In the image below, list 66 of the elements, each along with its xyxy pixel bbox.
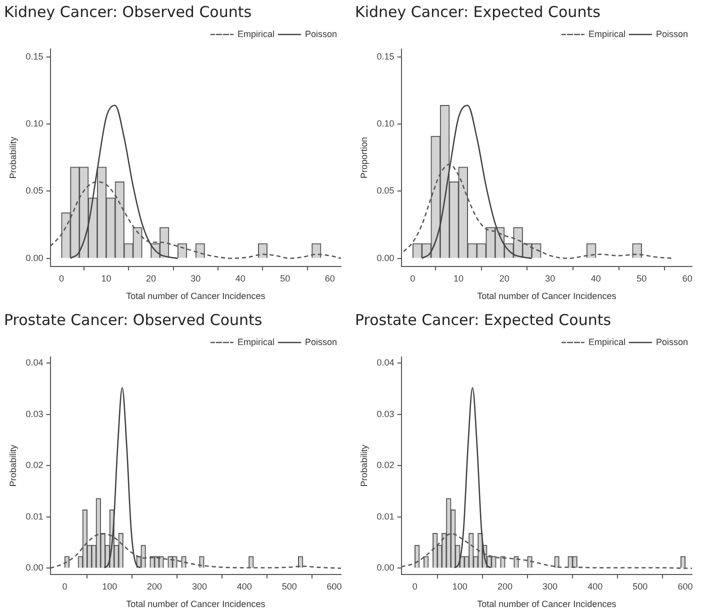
x-tick-label: 0 [58, 273, 64, 284]
x-tick-label: 30 [545, 273, 556, 284]
x-tick-label: 200 [147, 581, 162, 592]
y-tick-label: 0.04 [376, 358, 394, 368]
y-tick-label: 0.00 [26, 562, 44, 573]
x-tick-label: 60 [682, 273, 692, 284]
x-axis-title: Total number of Cancer Incidences [477, 291, 617, 302]
y-axis-title: Proportion [358, 136, 369, 178]
x-axis-title: Total number of Cancer Incidences [477, 599, 617, 610]
y-tick-label: 0.00 [26, 252, 44, 263]
x-tick-label: 20 [146, 273, 156, 284]
legend-label: Poisson [304, 28, 338, 39]
y-tick-label: 0.01 [26, 511, 44, 522]
legend-label: Empirical [588, 28, 626, 39]
x-tick-label: 40 [235, 273, 246, 284]
x-tick-label: 200 [497, 581, 512, 592]
x-tick-label: 400 [588, 581, 603, 592]
x-tick-label: 10 [454, 273, 464, 284]
chart-title: Kidney Cancer: Expected Counts [354, 2, 602, 23]
x-tick-label: 10 [101, 273, 112, 284]
x-tick-label: 40 [590, 273, 601, 284]
x-tick-label: 20 [499, 273, 510, 284]
y-tick-label: 0.10 [376, 118, 394, 129]
y-tick-label: 0.02 [26, 460, 44, 470]
y-axis-title: Probability [358, 444, 369, 487]
y-tick-label: 0.00 [376, 252, 394, 263]
y-axis-title: Probability [8, 136, 18, 179]
chart-title: Kidney Cancer: Observed Counts [3, 2, 253, 23]
y-tick-label: 0.04 [26, 358, 44, 368]
y-tick-label: 0.00 [376, 562, 394, 573]
x-tick-label: 100 [102, 581, 118, 592]
legend-label: Empirical [237, 28, 274, 39]
x-tick-label: 300 [192, 581, 207, 592]
legend-label: Poisson [656, 336, 688, 347]
chart-title: Prostate Cancer: Observed Counts [3, 310, 264, 331]
x-tick-label: 600 [678, 581, 693, 592]
x-axis-title: Total number of Cancer Incidences [126, 599, 266, 610]
legend-label: Poisson [304, 336, 338, 347]
y-tick-label: 0.03 [376, 408, 394, 419]
legend-label: Poisson [656, 28, 688, 39]
x-axis-title: Total number of Cancer Incidences [126, 291, 266, 302]
y-tick-label: 0.15 [26, 52, 44, 62]
y-axis-title: Probability [8, 444, 18, 487]
y-tick-label: 0.02 [376, 460, 394, 470]
x-tick-label: 500 [632, 581, 648, 592]
x-tick-label: 100 [452, 581, 468, 592]
x-tick-label: 0 [410, 273, 416, 284]
legend-label: Empirical [588, 336, 626, 347]
x-tick-label: 500 [282, 581, 297, 592]
chart-title: Prostate Cancer: Expected Counts [354, 310, 612, 331]
x-tick-label: 30 [190, 273, 201, 284]
x-tick-label: 50 [636, 273, 647, 284]
x-tick-label: 300 [542, 581, 558, 592]
x-tick-label: 50 [280, 273, 290, 284]
x-tick-label: 400 [236, 581, 252, 592]
legend-label: Empirical [237, 336, 274, 347]
y-tick-label: 0.05 [376, 186, 394, 196]
y-tick-label: 0.15 [376, 52, 394, 62]
y-tick-label: 0.01 [376, 511, 394, 522]
y-tick-label: 0.03 [26, 408, 44, 419]
x-tick-label: 0 [412, 581, 418, 592]
y-tick-label: 0.05 [26, 186, 44, 196]
x-tick-label: 0 [62, 581, 68, 592]
x-tick-label: 600 [326, 581, 342, 592]
y-tick-label: 0.10 [26, 118, 44, 129]
x-tick-label: 60 [324, 273, 335, 284]
